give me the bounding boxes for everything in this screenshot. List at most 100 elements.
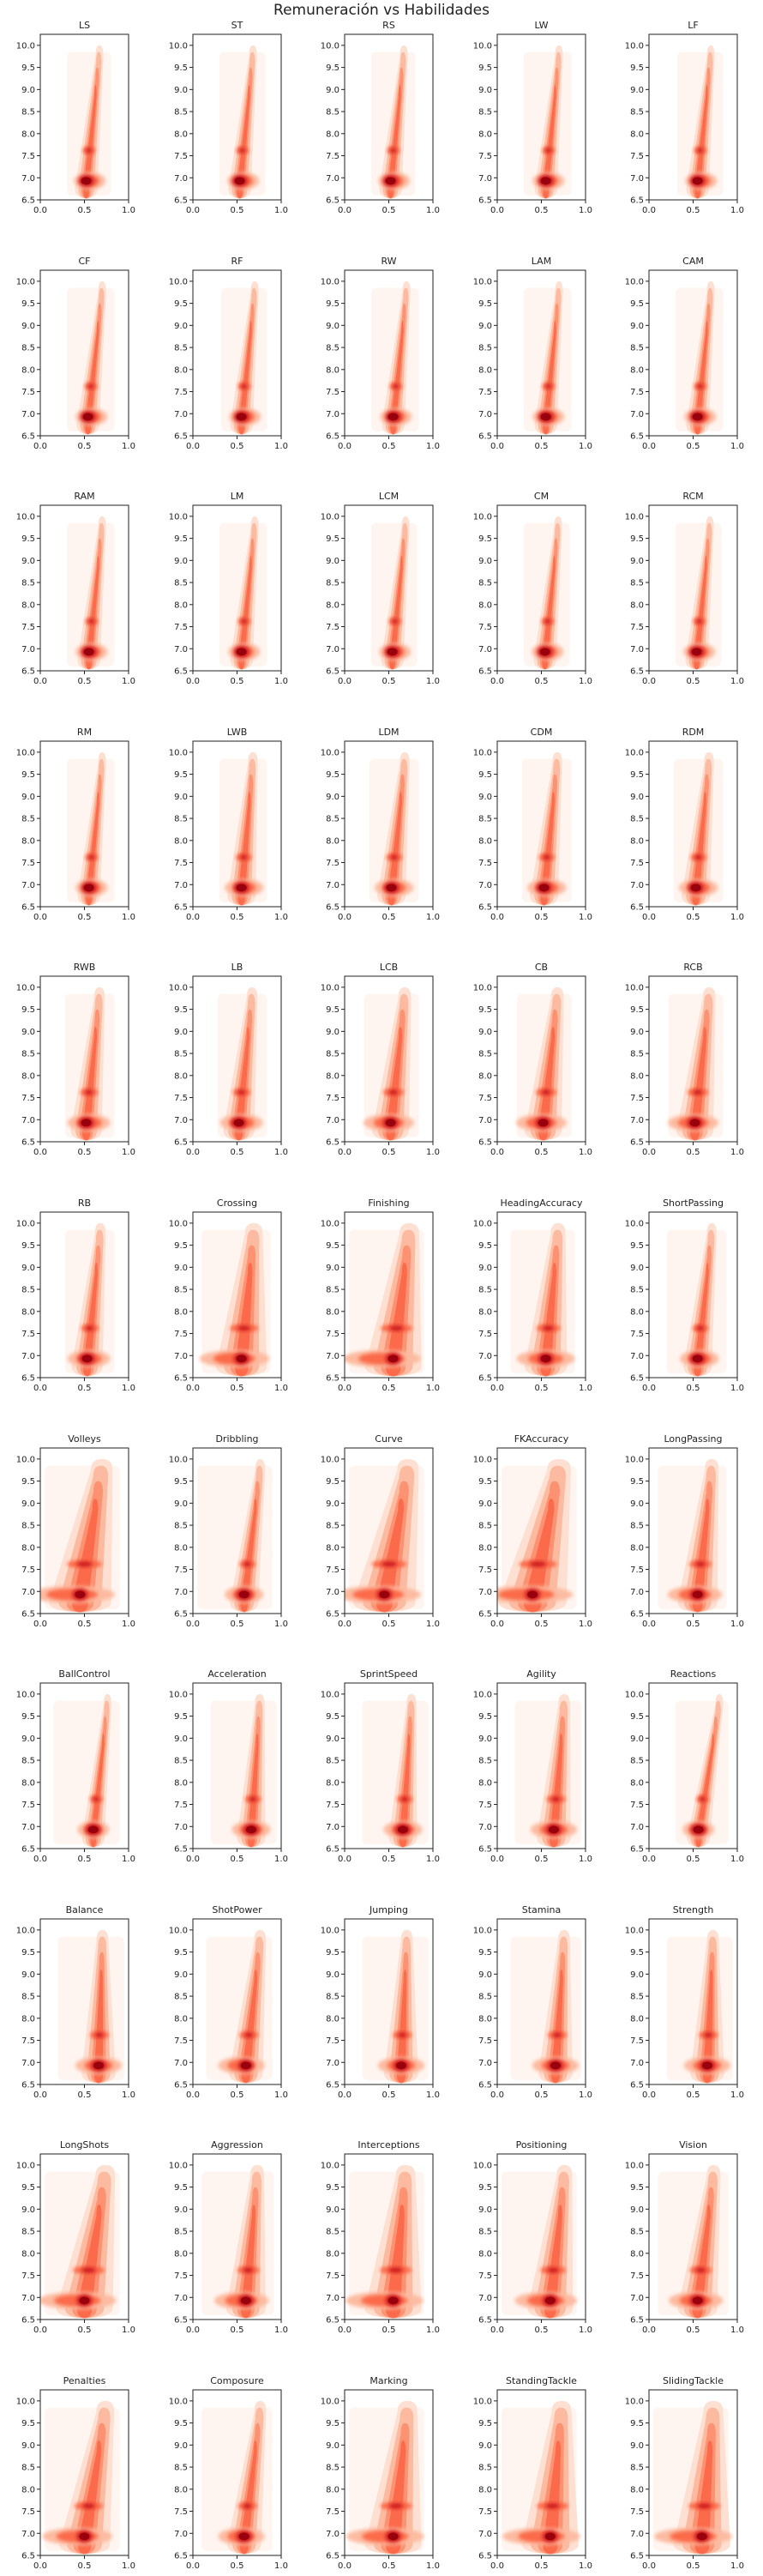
y-tick-label: 8.5	[630, 579, 644, 588]
kde-core	[692, 2296, 703, 2305]
y-tick-label: 8.0	[21, 2014, 35, 2024]
y-tick-label: 9.5	[174, 1712, 188, 1722]
kde-secondary-core	[243, 2267, 254, 2273]
y-tick-label: 8.5	[630, 108, 644, 118]
y-tick-label: 9.0	[478, 2205, 492, 2215]
kde-panel-BallControl: BallControl 6.5 7.0 7.5 8.0 8.5 9.0 9.5 10.0 0.0 0…	[16, 1668, 135, 1864]
y-tick-label: 8.0	[478, 2485, 492, 2495]
y-tick-label: 8.5	[630, 1993, 644, 2002]
y-tick-label: 7.0	[174, 1588, 188, 1597]
y-tick-label: 8.0	[630, 2485, 644, 2495]
panel-title: Dribbling	[215, 1433, 258, 1445]
kde-panel-Strength: Strength 6.5 7.0 7.5 8.0 8.5 9.0 9.5 10.0 0.0 0.5 1…	[625, 1904, 744, 2100]
y-tick-label: 9.5	[630, 1241, 644, 1251]
y-tick-label: 7.5	[174, 1801, 188, 1810]
x-tick-label: 0.5	[382, 2561, 396, 2571]
kde-density	[502, 2400, 580, 2555]
y-tick-label: 9.0	[174, 1264, 188, 1273]
y-tick-label: 6.5	[21, 2081, 35, 2090]
kde-density	[516, 986, 572, 1141]
y-tick-label: 8.5	[21, 2228, 35, 2237]
kde-panel-Finishing: Finishing 6.5 7.0 7.5 8.0 8.5 9.0 9.5 10.0 0.0 0.5…	[321, 1198, 440, 1393]
kde-density	[64, 986, 115, 1141]
kde-secondary-core	[388, 2503, 404, 2509]
kde-core	[550, 2061, 561, 2070]
kde-core	[75, 1590, 86, 1599]
x-tick-label: 0.0	[186, 2561, 200, 2571]
panel-title: ShotPower	[212, 1904, 262, 1915]
x-tick-label: 0.0	[642, 2561, 656, 2571]
y-tick-label: 8.0	[478, 2249, 492, 2259]
y-tick-label: 8.5	[174, 108, 188, 118]
x-tick-label: 0.5	[535, 677, 549, 686]
y-tick-label: 10.0	[473, 2397, 492, 2406]
y-tick-label: 8.5	[478, 1522, 492, 1531]
y-tick-label: 10.0	[321, 748, 339, 757]
panel-title: ST	[231, 20, 243, 31]
x-tick-label: 0.0	[338, 2561, 351, 2571]
kde-level-4	[375, 1499, 404, 1613]
kde-panel-Balance: Balance 6.5 7.0 7.5 8.0 8.5 9.0 9.5 10.0 0.0 0.5 1.…	[16, 1904, 135, 2100]
y-tick-label: 8.5	[326, 1993, 339, 2002]
x-tick-label: 1.0	[426, 1620, 440, 1629]
y-tick-label: 8.0	[326, 1071, 339, 1081]
y-tick-label: 6.5	[21, 2316, 35, 2326]
y-tick-label: 10.0	[473, 2161, 492, 2170]
kde-core	[538, 1119, 549, 1127]
y-tick-label: 10.0	[169, 1690, 188, 1699]
kde-secondary-core	[85, 1089, 93, 1095]
y-tick-label: 7.0	[174, 1352, 188, 1361]
kde-core	[234, 177, 245, 185]
x-tick-label: 0.5	[687, 1148, 700, 1157]
kde-panel-CDM: CDM 6.5 7.0 7.5 8.0 8.5 9.0 9.5 10.0 0.0 0.5 1.0	[473, 727, 592, 922]
kde-secondary-core	[700, 1796, 706, 1802]
y-tick-label: 9.0	[326, 1734, 339, 1744]
kde-level-4	[86, 792, 99, 906]
y-tick-label: 8.0	[326, 1543, 339, 1553]
panel-title: RAM	[74, 491, 94, 502]
y-tick-label: 9.5	[630, 1948, 644, 1958]
y-tick-label: 10.0	[16, 1690, 35, 1699]
kde-level-4	[702, 1970, 713, 2084]
y-tick-label: 7.5	[174, 1566, 188, 1575]
y-tick-label: 9.5	[21, 2183, 35, 2193]
panel-title: RCB	[683, 962, 702, 973]
kde-secondary-core	[545, 148, 552, 154]
y-tick-label: 10.0	[625, 1219, 644, 1228]
y-tick-label: 7.0	[174, 881, 188, 890]
x-tick-label: 0.5	[78, 1855, 92, 1864]
y-tick-label: 8.0	[21, 2249, 35, 2259]
x-tick-label: 0.0	[186, 442, 200, 451]
y-tick-label: 9.0	[478, 1028, 492, 1037]
y-tick-label: 10.0	[169, 748, 188, 757]
y-tick-label: 9.0	[326, 1499, 339, 1509]
kde-secondary-core	[393, 383, 400, 389]
kde-level-4	[538, 1027, 556, 1141]
y-tick-label: 10.0	[16, 277, 35, 287]
y-tick-label: 7.5	[478, 1094, 492, 1103]
y-tick-label: 8.0	[478, 1071, 492, 1081]
panel-title: LAM	[532, 256, 551, 267]
y-tick-label: 10.0	[321, 512, 339, 522]
kde-level-4	[692, 1499, 710, 1613]
y-tick-label: 9.0	[326, 1028, 339, 1037]
kde-panel-Interceptions: Interceptions 6.5 7.0 7.5 8.0 8.5 9.0 9.5 10.0 0.…	[321, 2139, 440, 2335]
x-tick-label: 0.0	[642, 1384, 656, 1393]
x-tick-label: 1.0	[122, 442, 135, 451]
x-tick-label: 0.5	[382, 677, 396, 686]
panel-title: CDM	[531, 727, 553, 738]
kde-core	[233, 1119, 244, 1127]
panel-title: Volleys	[68, 1433, 101, 1445]
y-tick-label: 10.0	[625, 748, 644, 757]
kde-core	[79, 2532, 90, 2541]
kde-core	[693, 1825, 704, 1834]
y-tick-label: 10.0	[473, 41, 492, 51]
panel-title: Positioning	[516, 2139, 568, 2151]
y-tick-label: 7.0	[326, 1352, 339, 1361]
y-tick-label: 7.0	[21, 2530, 35, 2539]
kde-core	[544, 2532, 556, 2541]
kde-core	[387, 648, 398, 656]
panel-title: CAM	[682, 256, 704, 267]
y-tick-label: 10.0	[169, 2161, 188, 2170]
